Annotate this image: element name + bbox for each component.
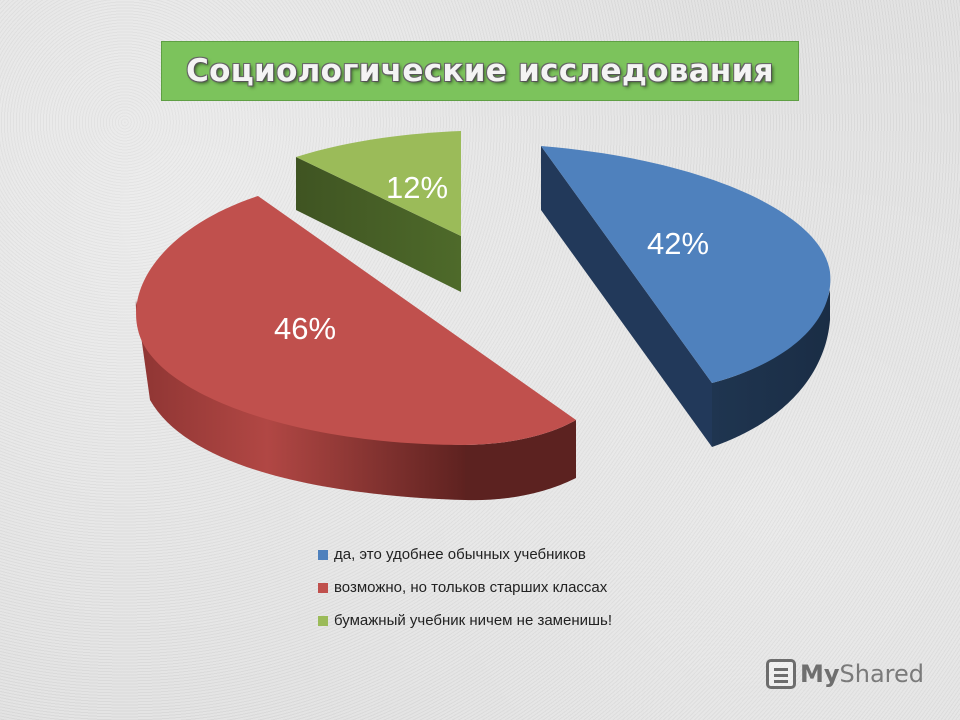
pie-slice-12 (296, 131, 461, 292)
legend-label-red: возможно, но тольков старших классах (334, 579, 608, 596)
pie-slice-46-side-front (465, 420, 576, 501)
presentation-icon (766, 659, 796, 689)
pie-slice-46-side (135, 300, 465, 500)
pie-slice-42-side-left (541, 146, 712, 447)
page-title: Социологические исследования (186, 53, 774, 89)
data-label-green: 12% (386, 170, 448, 205)
legend-item-red: возможно, но тольков старших классах (318, 571, 612, 604)
legend-item-green: бумажный учебник ничем не заменишь! (318, 604, 612, 637)
watermark-text: MyShared (800, 660, 925, 688)
legend-swatch-green (318, 615, 328, 626)
pie-slice-12-side (296, 157, 461, 292)
legend-swatch-blue (318, 549, 328, 560)
pie-slice-46 (135, 196, 576, 501)
chart-legend: да, это удобнее обычных учебников возмож… (318, 538, 612, 637)
legend-item-blue: да, это удобнее обычных учебников (318, 538, 612, 571)
title-banner: Социологические исследования (161, 41, 799, 101)
pie-slice-42-top (541, 146, 831, 383)
pie-slice-12-top (296, 131, 461, 236)
watermark-logo: MyShared (766, 656, 924, 692)
pie-slice-46-top (136, 196, 576, 445)
pie-slice-42-side (712, 290, 830, 447)
pie-slice-42 (541, 146, 831, 447)
data-label-blue: 42% (647, 226, 709, 261)
data-label-red: 46% (274, 311, 336, 346)
legend-swatch-red (318, 582, 328, 593)
legend-label-blue: да, это удобнее обычных учебников (334, 546, 586, 563)
legend-label-green: бумажный учебник ничем не заменишь! (334, 612, 613, 629)
